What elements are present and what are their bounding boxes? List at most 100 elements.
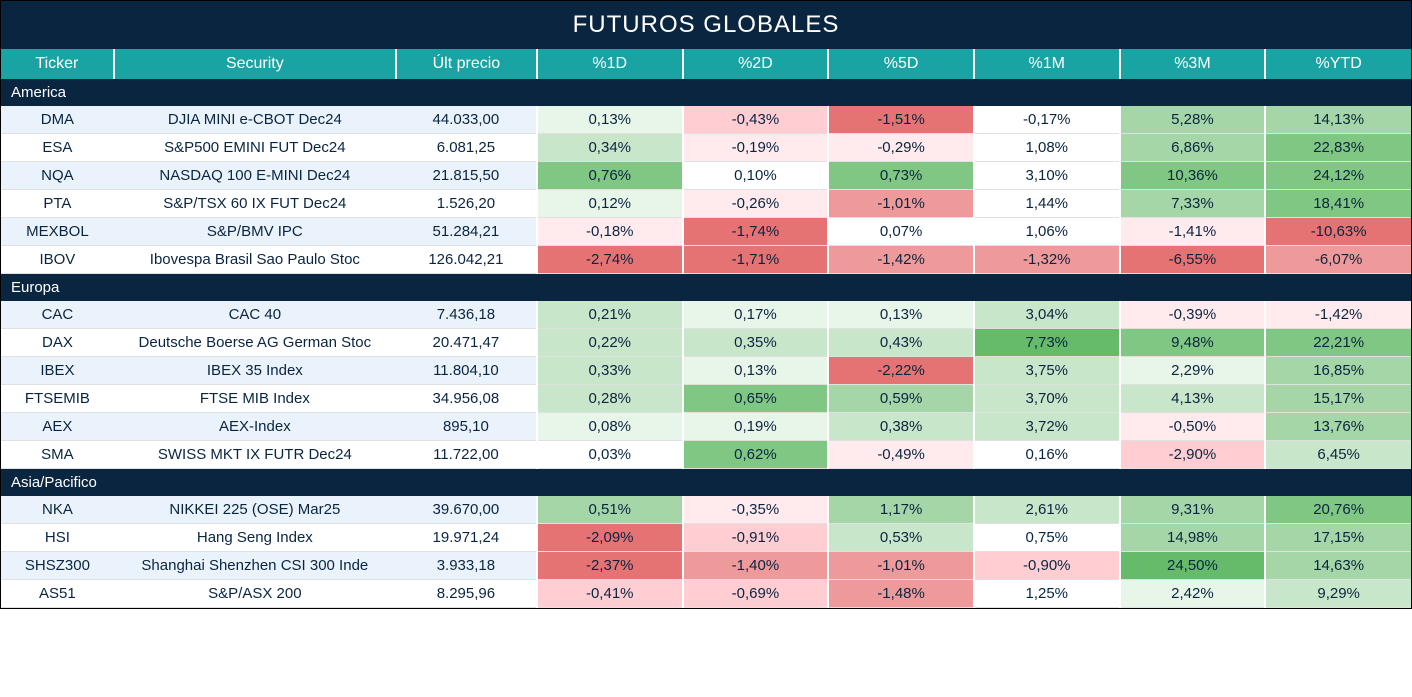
region-spacer — [683, 79, 829, 106]
security-cell: Ibovespa Brasil Sao Paulo Stoc — [114, 246, 396, 274]
table-row: DMADJIA MINI e-CBOT Dec2444.033,000,13%-… — [1, 106, 1411, 134]
pct-cell: -1,71% — [683, 246, 829, 274]
pct-cell: 0,17% — [683, 301, 829, 329]
pct-cell: 0,16% — [974, 441, 1120, 469]
pct-cell: -1,01% — [828, 552, 974, 580]
pct-cell: 0,10% — [683, 162, 829, 190]
price-cell: 11.804,10 — [396, 357, 537, 385]
pct-cell: 9,48% — [1120, 329, 1266, 357]
pct-cell: -0,43% — [683, 106, 829, 134]
pct-cell: 0,51% — [537, 496, 683, 524]
security-cell: S&P500 EMINI FUT Dec24 — [114, 134, 396, 162]
region-row: America — [1, 79, 1411, 106]
pct-cell: -1,42% — [1265, 301, 1411, 329]
table-row: PTAS&P/TSX 60 IX FUT Dec241.526,200,12%-… — [1, 190, 1411, 218]
pct-cell: 14,13% — [1265, 106, 1411, 134]
pct-cell: -1,51% — [828, 106, 974, 134]
price-cell: 21.815,50 — [396, 162, 537, 190]
security-cell: Deutsche Boerse AG German Stoc — [114, 329, 396, 357]
pct-cell: 0,22% — [537, 329, 683, 357]
price-cell: 126.042,21 — [396, 246, 537, 274]
header-1d: %1D — [537, 49, 683, 79]
pct-cell: -0,17% — [974, 106, 1120, 134]
pct-cell: -1,40% — [683, 552, 829, 580]
table-row: IBEXIBEX 35 Index11.804,100,33%0,13%-2,2… — [1, 357, 1411, 385]
header-security: Security — [114, 49, 396, 79]
pct-cell: 0,19% — [683, 413, 829, 441]
pct-cell: -0,91% — [683, 524, 829, 552]
pct-cell: 24,50% — [1120, 552, 1266, 580]
pct-cell: 0,13% — [828, 301, 974, 329]
pct-cell: 22,21% — [1265, 329, 1411, 357]
ticker-cell: IBOV — [1, 246, 114, 274]
region-label: Asia/Pacifico — [1, 469, 537, 497]
region-spacer — [1265, 469, 1411, 497]
region-spacer — [1120, 469, 1266, 497]
header-ticker: Ticker — [1, 49, 114, 79]
ticker-cell: DMA — [1, 106, 114, 134]
table-row: DAXDeutsche Boerse AG German Stoc20.471,… — [1, 329, 1411, 357]
ticker-cell: MEXBOL — [1, 218, 114, 246]
region-label: Europa — [1, 274, 537, 302]
pct-cell: 1,25% — [974, 580, 1120, 608]
pct-cell: -0,35% — [683, 496, 829, 524]
price-cell: 3.933,18 — [396, 552, 537, 580]
pct-cell: 14,63% — [1265, 552, 1411, 580]
pct-cell: 9,29% — [1265, 580, 1411, 608]
pct-cell: -1,32% — [974, 246, 1120, 274]
pct-cell: 7,33% — [1120, 190, 1266, 218]
pct-cell: 0,75% — [974, 524, 1120, 552]
ticker-cell: IBEX — [1, 357, 114, 385]
region-spacer — [1265, 274, 1411, 302]
region-spacer — [1265, 79, 1411, 106]
pct-cell: -0,39% — [1120, 301, 1266, 329]
region-label: America — [1, 79, 537, 106]
pct-cell: 1,08% — [974, 134, 1120, 162]
pct-cell: 0,43% — [828, 329, 974, 357]
pct-cell: 0,03% — [537, 441, 683, 469]
pct-cell: 15,17% — [1265, 385, 1411, 413]
region-spacer — [828, 274, 974, 302]
header-3m: %3M — [1120, 49, 1266, 79]
pct-cell: 17,15% — [1265, 524, 1411, 552]
region-spacer — [683, 274, 829, 302]
security-cell: DJIA MINI e-CBOT Dec24 — [114, 106, 396, 134]
ticker-cell: PTA — [1, 190, 114, 218]
pct-cell: 13,76% — [1265, 413, 1411, 441]
pct-cell: 0,33% — [537, 357, 683, 385]
futures-table: Ticker Security Últ precio %1D %2D %5D %… — [1, 49, 1411, 608]
pct-cell: 18,41% — [1265, 190, 1411, 218]
table-row: IBOVIbovespa Brasil Sao Paulo Stoc126.04… — [1, 246, 1411, 274]
pct-cell: -2,22% — [828, 357, 974, 385]
security-cell: CAC 40 — [114, 301, 396, 329]
pct-cell: 3,75% — [974, 357, 1120, 385]
region-row: Asia/Pacifico — [1, 469, 1411, 497]
pct-cell: 2,61% — [974, 496, 1120, 524]
pct-cell: 0,65% — [683, 385, 829, 413]
header-ytd: %YTD — [1265, 49, 1411, 79]
region-spacer — [1120, 79, 1266, 106]
security-cell: SWISS MKT IX FUTR Dec24 — [114, 441, 396, 469]
pct-cell: 0,73% — [828, 162, 974, 190]
pct-cell: 0,53% — [828, 524, 974, 552]
table-row: MEXBOLS&P/BMV IPC51.284,21-0,18%-1,74%0,… — [1, 218, 1411, 246]
pct-cell: -10,63% — [1265, 218, 1411, 246]
pct-cell: 14,98% — [1120, 524, 1266, 552]
price-cell: 7.436,18 — [396, 301, 537, 329]
region-spacer — [1120, 274, 1266, 302]
pct-cell: -2,74% — [537, 246, 683, 274]
ticker-cell: NQA — [1, 162, 114, 190]
pct-cell: -1,74% — [683, 218, 829, 246]
pct-cell: 2,29% — [1120, 357, 1266, 385]
pct-cell: 0,07% — [828, 218, 974, 246]
pct-cell: -6,55% — [1120, 246, 1266, 274]
pct-cell: 10,36% — [1120, 162, 1266, 190]
ticker-cell: SMA — [1, 441, 114, 469]
pct-cell: -0,90% — [974, 552, 1120, 580]
pct-cell: -0,29% — [828, 134, 974, 162]
pct-cell: 4,13% — [1120, 385, 1266, 413]
pct-cell: 0,34% — [537, 134, 683, 162]
ticker-cell: AEX — [1, 413, 114, 441]
pct-cell: -0,50% — [1120, 413, 1266, 441]
header-1m: %1M — [974, 49, 1120, 79]
